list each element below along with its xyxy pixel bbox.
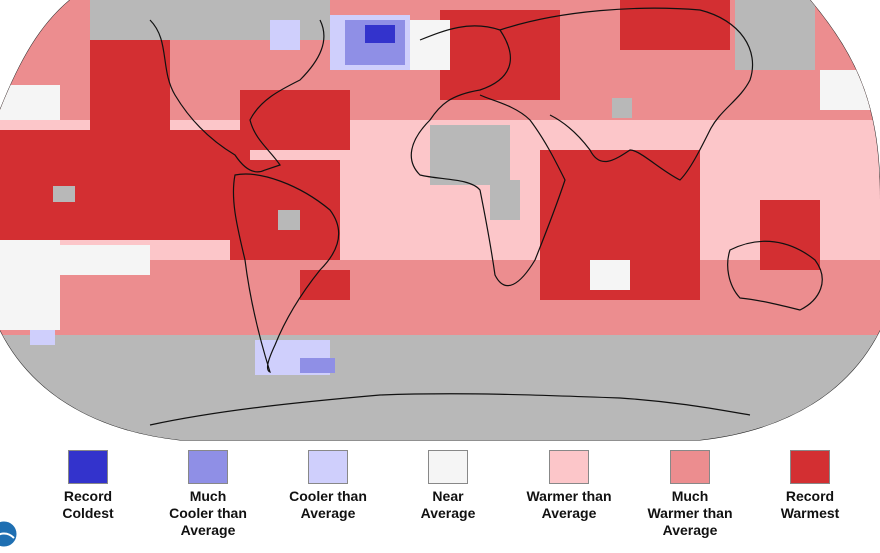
europe-africa-outline bbox=[410, 25, 566, 287]
asia-outline bbox=[499, 7, 754, 181]
australia-outline bbox=[727, 240, 823, 311]
legend: Record Coldest Much Cooler than Average Co… bbox=[0, 445, 880, 542]
legend-label-warmer: Warmer than Average bbox=[526, 488, 612, 521]
legend-swatch-much-cooler bbox=[188, 450, 228, 484]
no-data-central-africa bbox=[490, 180, 520, 220]
record-warm-pacific-north bbox=[90, 40, 170, 150]
noaa-logo-icon bbox=[0, 520, 18, 548]
legend-swatch-warmer bbox=[549, 450, 589, 484]
no-data-asia bbox=[612, 98, 632, 118]
record-warm-southwest-pacific bbox=[760, 200, 820, 270]
legend-label-much-warmer: Much Warmer than Average bbox=[647, 488, 733, 538]
anomaly-map bbox=[0, 0, 880, 441]
no-data-pacific-speck bbox=[53, 186, 75, 202]
legend-label-record-coldest: Record Coldest bbox=[62, 488, 114, 521]
legend-swatch-cooler bbox=[308, 450, 348, 484]
legend-label-record-warmest: Record Warmest bbox=[780, 488, 840, 521]
near-avg-south-pacific-2 bbox=[60, 245, 150, 275]
legend-swatch-near bbox=[428, 450, 468, 484]
legend-label-near: Near Average bbox=[420, 488, 476, 521]
legend-swatch-much-warmer bbox=[670, 450, 710, 484]
antarctica-outline bbox=[149, 393, 751, 426]
near-avg-south-indian bbox=[590, 260, 630, 290]
legend-label-cooler: Cooler than Average bbox=[289, 488, 367, 521]
much-cooler-south-atlantic bbox=[300, 358, 335, 373]
north-america-outline bbox=[149, 19, 325, 173]
legend-swatch-record-warmest bbox=[790, 450, 830, 484]
record-coldest-north-atlantic bbox=[365, 25, 395, 43]
no-data-antarctica bbox=[0, 335, 880, 440]
continent-outlines bbox=[149, 7, 823, 426]
record-warm-europe bbox=[440, 10, 560, 100]
legend-label-much-cooler: Much Cooler than Average bbox=[169, 488, 247, 538]
record-warm-south-atlantic bbox=[300, 270, 350, 300]
no-data-arctic-east bbox=[735, 0, 815, 70]
south-america-outline bbox=[232, 173, 340, 374]
legend-swatch-record-coldest bbox=[68, 450, 108, 484]
record-warm-siberia bbox=[620, 0, 730, 50]
no-data-sahara bbox=[430, 125, 510, 185]
anomaly-cells bbox=[0, 0, 880, 440]
cooler-canada bbox=[270, 20, 300, 50]
near-avg-north-atlantic bbox=[410, 20, 450, 70]
near-avg-north-pacific bbox=[0, 85, 60, 120]
no-data-amazon bbox=[278, 210, 300, 230]
cooler-south-pacific bbox=[30, 330, 55, 345]
record-warm-atlantic bbox=[240, 90, 350, 150]
near-avg-south-pacific bbox=[0, 240, 60, 330]
near-avg-far-pacific bbox=[820, 70, 880, 110]
